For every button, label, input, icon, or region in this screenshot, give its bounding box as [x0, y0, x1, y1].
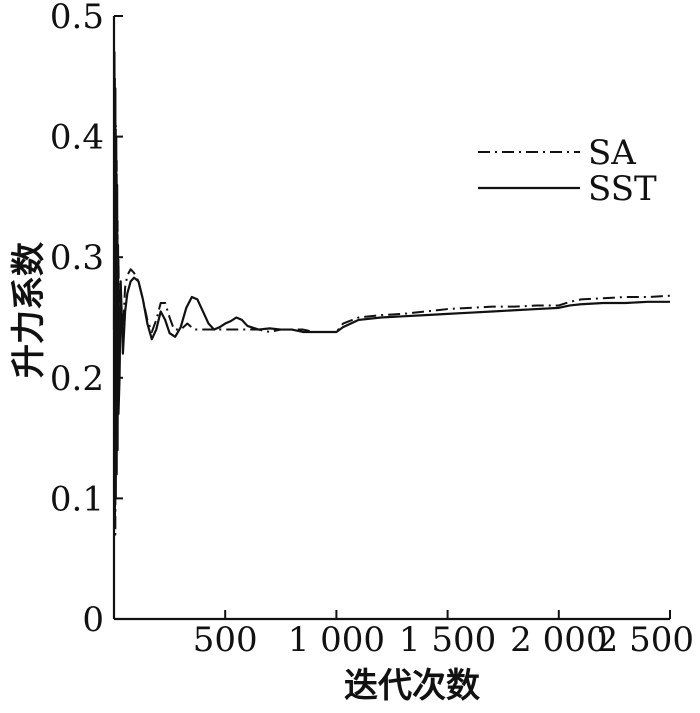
y-tick-label: 0.4 — [50, 118, 104, 158]
y-tick-label: 0.3 — [50, 238, 104, 278]
x-tick-label: 1 000 — [288, 620, 385, 660]
x-axis-title: 迭代次数 — [344, 666, 480, 706]
y-tick-label: 0.1 — [50, 479, 104, 519]
x-tick-label: 2 500 — [597, 620, 694, 660]
x-tick-label: 2 000 — [510, 620, 607, 660]
y-tick-label: 0.5 — [50, 0, 104, 37]
series-line-sst — [112, 51, 670, 524]
y-ticks: 0 0.1 0.2 0.3 0.4 0.5 — [50, 0, 123, 640]
legend-label-sa: SA — [588, 133, 636, 173]
legend: SA SST — [478, 133, 657, 209]
y-tick-label: 0.2 — [50, 359, 104, 399]
legend-label-sst: SST — [588, 169, 657, 209]
y-tick-label: 0 — [82, 600, 104, 640]
series-layer — [112, 51, 671, 536]
x-tick-label: 1 500 — [399, 620, 496, 660]
x-tick-label: 500 — [193, 620, 258, 660]
y-axis-title: 升力系数 — [9, 242, 49, 378]
series-line-sa — [113, 75, 671, 536]
